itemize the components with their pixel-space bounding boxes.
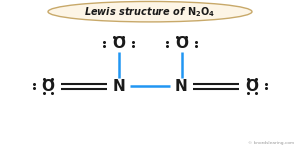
Ellipse shape: [48, 1, 252, 22]
Text: N: N: [112, 79, 125, 94]
Text: O: O: [112, 36, 125, 51]
Text: O: O: [245, 79, 259, 94]
Text: O: O: [175, 36, 188, 51]
Text: O: O: [41, 79, 55, 94]
Text: N: N: [175, 79, 188, 94]
Text: Lewis structure of $\mathit{\mathbf{N_2O_4}}$: Lewis structure of $\mathit{\mathbf{N_2O…: [84, 5, 216, 19]
Text: © knordslearing.com: © knordslearing.com: [248, 141, 294, 145]
